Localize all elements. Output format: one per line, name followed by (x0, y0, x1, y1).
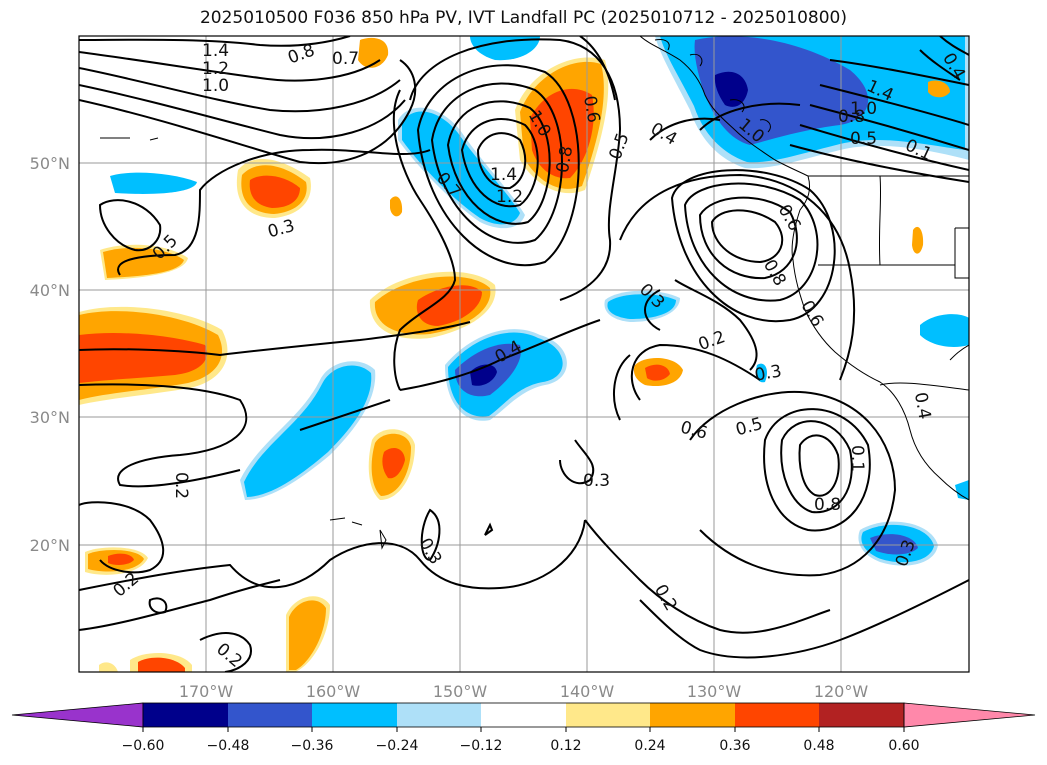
shade-neg-light (955, 480, 969, 500)
contour-label: 0.3 (583, 471, 610, 491)
shade-neg-light (470, 36, 540, 61)
shade-neg-light (110, 172, 197, 194)
contour-label: 1.4 (490, 165, 517, 185)
colorbar-tick-label: −0.36 (291, 738, 334, 754)
colorbar-segment (397, 703, 481, 727)
coastlines (100, 36, 969, 550)
lon-label: 150°W (433, 682, 488, 701)
shade-neg-strong (714, 71, 748, 107)
contour-label: 0.8 (814, 495, 841, 515)
colorbar-tick-label: −0.60 (122, 738, 165, 754)
contour-label: 0.8 (553, 144, 577, 174)
colorbar-segment (566, 703, 650, 727)
shade-pos-mid (79, 333, 207, 383)
colorbar-tick-label: 0.60 (888, 738, 919, 754)
lat-label: 50°N (30, 154, 70, 173)
shade-pos-mid (138, 657, 185, 672)
shade-pos-light (912, 226, 924, 254)
colorbar-over-arrow (903, 702, 1036, 728)
contour-label: 0.2 (171, 472, 191, 499)
lat-label: 30°N (30, 408, 70, 427)
lat-label: 20°N (30, 536, 70, 555)
pv-contours (79, 36, 969, 672)
longitude-labels: 170°W 160°W 150°W 140°W 130°W 120°W (179, 682, 869, 701)
pv-shading (79, 36, 969, 672)
shade-pos-mid (416, 285, 482, 326)
shade-pos-mid (249, 175, 300, 208)
map-frame (78, 35, 970, 673)
colorbar-tick-label: 0.36 (719, 738, 750, 754)
shade-neg-light (607, 294, 676, 319)
lat-label: 40°N (30, 281, 70, 300)
contour-label: 0.3 (753, 361, 783, 385)
colorbar-tick-label: −0.48 (207, 738, 250, 754)
shade-pos-light (358, 37, 389, 68)
shade-pos-mid (645, 364, 670, 381)
colorbar: −0.60 −0.48 −0.36 −0.24 −0.12 0.12 0.24 … (11, 702, 1036, 754)
contour-label: 1.4 (202, 41, 229, 61)
lon-label: 120°W (814, 682, 869, 701)
lon-label: 130°W (687, 682, 742, 701)
shade-neg-mid (694, 36, 869, 145)
contour-label: 0.8 (838, 107, 865, 127)
graticule (79, 36, 969, 672)
colorbar-under-arrow (11, 702, 144, 728)
shade-neg-light (244, 365, 372, 497)
shade-neg-light (755, 363, 768, 383)
lon-label: 170°W (179, 682, 234, 701)
colorbar-segment (481, 703, 566, 727)
colorbar-outline (142, 702, 905, 728)
contour-label: 1.0 (850, 99, 877, 119)
shade-pos-mid (382, 448, 405, 479)
colorbar-segment (312, 703, 397, 727)
contour-label: 0.7 (332, 49, 359, 69)
contour-label: 1.2 (202, 59, 229, 79)
shade-neg-light (920, 314, 969, 347)
colorbar-tick-label: 0.12 (550, 738, 581, 754)
colorbar-segment (650, 703, 735, 727)
shade-pos-faint (99, 662, 118, 672)
colorbar-tick-label: −0.24 (376, 738, 419, 754)
shade-pos-mid (108, 553, 134, 565)
colorbar-tick-label: 0.24 (634, 738, 665, 754)
colorbar-segment (143, 703, 228, 727)
colorbar-segment (735, 703, 819, 727)
shade-pos-light (390, 196, 403, 217)
colorbar-segment (819, 703, 904, 727)
colorbar-segment (228, 703, 312, 727)
map-title: 2025010500 F036 850 hPa PV, IVT Landfall… (199, 8, 847, 28)
contour-label: 1.2 (496, 187, 523, 207)
shade-neg-mid (870, 534, 918, 555)
contour-label: 0.1 (847, 445, 867, 472)
contour-label: 1.0 (202, 76, 229, 96)
lon-label: 140°W (560, 682, 615, 701)
latitude-labels: 50°N 40°N 30°N 20°N (30, 154, 70, 555)
shade-pos-light (928, 80, 950, 98)
contour-label: 0.6 (579, 94, 603, 124)
contour-label: 0.5 (850, 129, 877, 149)
contour-label: 0.4 (910, 391, 934, 421)
lon-label: 160°W (306, 682, 361, 701)
shade-pos-light (289, 600, 326, 670)
colorbar-tick-label: 0.48 (803, 738, 834, 754)
colorbar-tick-label: −0.12 (460, 738, 503, 754)
